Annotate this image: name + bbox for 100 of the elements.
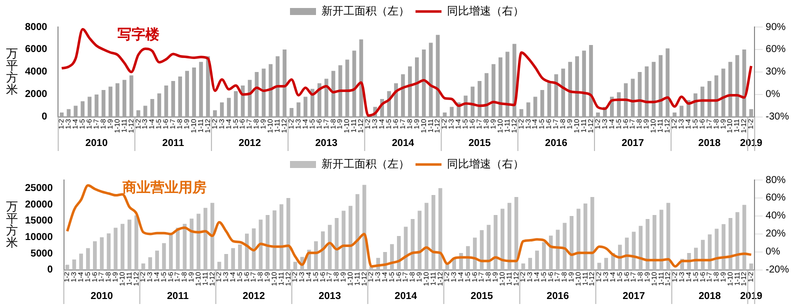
bar xyxy=(589,45,593,117)
bar xyxy=(86,248,90,270)
bar xyxy=(519,109,524,117)
bar xyxy=(348,206,352,270)
bar xyxy=(192,67,196,117)
bar xyxy=(484,73,488,117)
bar xyxy=(672,112,676,117)
bar xyxy=(304,96,308,117)
bar xyxy=(470,86,475,117)
bar xyxy=(418,210,422,270)
y-tick-label: 4000 xyxy=(24,66,48,78)
bar xyxy=(129,75,134,117)
bar xyxy=(414,57,419,117)
bar xyxy=(238,244,242,270)
text: 2018 xyxy=(698,138,721,149)
bar xyxy=(432,195,436,270)
bar xyxy=(616,92,621,117)
bar xyxy=(143,106,148,117)
bar xyxy=(224,254,228,270)
bar xyxy=(136,110,140,117)
bar xyxy=(450,106,454,117)
y-tick-label: 0 xyxy=(47,264,54,276)
bar xyxy=(658,55,663,117)
bar xyxy=(168,234,173,270)
y-tick-label: 25000 xyxy=(24,182,54,194)
bar xyxy=(120,224,124,270)
bar xyxy=(652,215,656,270)
bar xyxy=(422,50,426,117)
bar xyxy=(106,233,111,270)
bar xyxy=(320,231,325,270)
bar xyxy=(196,214,200,270)
bar xyxy=(494,215,498,270)
bar xyxy=(680,106,684,117)
bar xyxy=(596,112,600,117)
bar xyxy=(561,68,566,117)
bar xyxy=(148,257,152,270)
bar xyxy=(310,88,314,117)
bar xyxy=(342,210,346,270)
bar xyxy=(155,250,159,270)
bar xyxy=(79,254,83,270)
bar xyxy=(597,262,602,270)
bar xyxy=(122,80,126,117)
text: 2017 xyxy=(622,138,644,149)
text: 2015 xyxy=(470,290,494,302)
bar xyxy=(521,263,526,270)
legend-label: 新开工面积（左） xyxy=(322,4,410,18)
bar xyxy=(498,57,502,117)
text: 2011 xyxy=(166,290,190,302)
bar xyxy=(226,98,231,117)
text: 2017 xyxy=(622,290,646,302)
y-tick-label: 6000 xyxy=(24,44,48,56)
bar xyxy=(164,85,168,117)
bar xyxy=(234,91,238,117)
y-axis-title: 万平方米 xyxy=(6,199,18,250)
bar xyxy=(396,236,401,270)
bar xyxy=(394,83,398,117)
bar xyxy=(190,218,194,270)
y-tick-label: 20000 xyxy=(24,199,54,210)
text: 2014 xyxy=(392,138,415,149)
bar xyxy=(735,212,740,270)
bar xyxy=(570,216,574,270)
bar xyxy=(293,262,298,270)
y-tick-label: 10000 xyxy=(24,232,54,244)
y2-tick-label: 60% xyxy=(766,44,786,56)
bar xyxy=(94,94,98,117)
y2-tick-label: -30% xyxy=(766,112,790,123)
bar xyxy=(533,96,538,117)
bar xyxy=(528,258,532,270)
bar xyxy=(92,241,97,270)
bar xyxy=(116,83,120,117)
y-tick-label: 8000 xyxy=(24,22,48,33)
y2-tick-label: 40% xyxy=(766,210,786,222)
text: 2015 xyxy=(468,138,492,149)
y2-tick-label: 0% xyxy=(766,246,780,258)
y2-tick-label: 30% xyxy=(766,66,786,78)
y-tick-label: 5000 xyxy=(30,248,54,260)
bar xyxy=(324,78,328,117)
text: 2012 xyxy=(242,290,266,302)
bar xyxy=(317,83,322,117)
text: 2012 xyxy=(238,138,262,149)
y-tick-label: 0 xyxy=(42,112,48,123)
bar xyxy=(60,112,64,117)
annotation: 商业营业用房 xyxy=(122,178,207,195)
bar xyxy=(268,64,273,117)
bar xyxy=(290,108,294,117)
bar xyxy=(220,102,224,117)
y-axis-title: 万平方米 xyxy=(6,46,18,96)
bar xyxy=(401,74,405,117)
y2-tick-label: 90% xyxy=(766,22,786,33)
text: 2010 xyxy=(90,290,114,302)
y2-tick-label: 0% xyxy=(766,89,780,100)
bar xyxy=(707,80,712,117)
bar xyxy=(280,204,284,270)
bar xyxy=(478,80,482,117)
bar xyxy=(666,48,670,117)
bar xyxy=(213,110,217,117)
bar xyxy=(722,224,726,270)
bar xyxy=(540,90,544,117)
bar xyxy=(185,70,189,117)
bar xyxy=(506,52,510,117)
